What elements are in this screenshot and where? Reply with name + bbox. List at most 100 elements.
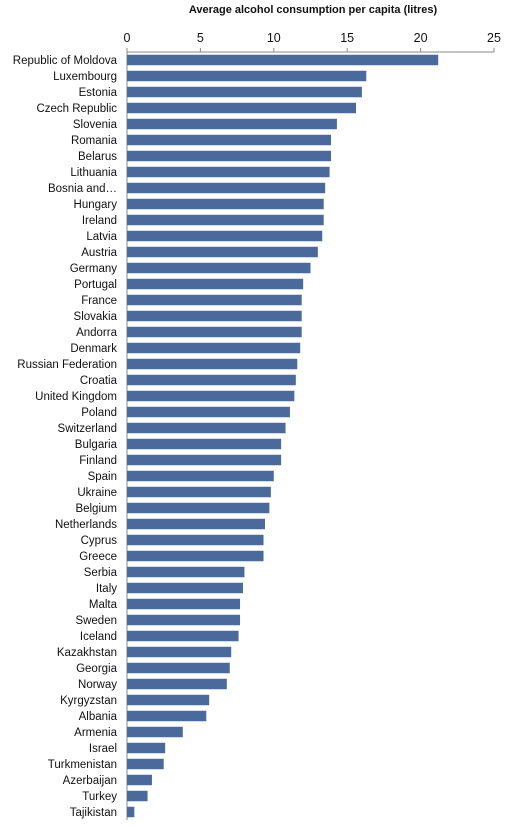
x-tick-label: 25 bbox=[487, 31, 501, 45]
category-label: Greece bbox=[79, 551, 117, 563]
category-label: Croatia bbox=[80, 375, 118, 387]
bar bbox=[127, 262, 311, 274]
bar bbox=[127, 486, 271, 498]
category-label: Ukraine bbox=[77, 487, 117, 499]
bar bbox=[127, 774, 152, 786]
x-tick-label: 20 bbox=[414, 31, 428, 45]
x-tick-label: 0 bbox=[124, 31, 131, 45]
bar bbox=[127, 806, 135, 818]
x-axis-title: Average alcohol consumption per capita (… bbox=[189, 4, 438, 16]
category-label: Turkey bbox=[82, 791, 117, 803]
bar bbox=[127, 422, 286, 434]
category-label: Slovenia bbox=[73, 119, 118, 131]
category-label: Netherlands bbox=[55, 519, 117, 531]
bar bbox=[127, 54, 439, 66]
bar bbox=[127, 566, 245, 578]
bar bbox=[127, 182, 326, 194]
bar bbox=[127, 646, 232, 658]
bar bbox=[127, 742, 166, 754]
bar bbox=[127, 246, 318, 258]
bar bbox=[127, 70, 367, 82]
category-label: Kazakhstan bbox=[57, 647, 117, 659]
category-label: Romania bbox=[71, 135, 118, 147]
bar bbox=[127, 390, 295, 402]
category-label: Denmark bbox=[70, 343, 117, 355]
bars bbox=[127, 54, 439, 818]
bar bbox=[127, 790, 148, 802]
bar bbox=[127, 678, 227, 690]
bar bbox=[127, 198, 324, 210]
bar bbox=[127, 470, 274, 482]
category-label: Finland bbox=[79, 455, 117, 467]
bar bbox=[127, 726, 183, 738]
x-tick-label: 15 bbox=[340, 31, 354, 45]
category-label: Luxembourg bbox=[53, 71, 117, 83]
category-label: Hungary bbox=[74, 199, 118, 211]
category-label: Czech Republic bbox=[36, 103, 117, 115]
bar bbox=[127, 662, 230, 674]
category-label: Bosnia and… bbox=[48, 183, 117, 195]
bar bbox=[127, 230, 323, 242]
category-label: Latvia bbox=[86, 231, 117, 243]
bar bbox=[127, 550, 264, 562]
bar bbox=[127, 758, 164, 770]
bar bbox=[127, 118, 337, 130]
bar bbox=[127, 358, 298, 370]
bar bbox=[127, 502, 270, 514]
category-label: Iceland bbox=[80, 631, 117, 643]
category-label: Slovakia bbox=[74, 311, 118, 323]
category-label: Norway bbox=[78, 679, 117, 691]
category-label: Belarus bbox=[78, 151, 117, 163]
category-label: Switzerland bbox=[58, 423, 117, 435]
category-label: Italy bbox=[96, 583, 117, 595]
bar bbox=[127, 598, 241, 610]
bar bbox=[127, 150, 332, 162]
category-label: Armenia bbox=[74, 727, 117, 739]
category-label: Bulgaria bbox=[75, 439, 118, 451]
category-label: Estonia bbox=[79, 87, 118, 99]
bar bbox=[127, 582, 243, 594]
bar bbox=[127, 518, 265, 530]
category-label: Austria bbox=[81, 247, 117, 259]
bar bbox=[127, 326, 302, 338]
category-label: Albania bbox=[79, 711, 118, 723]
category-label: United Kingdom bbox=[35, 391, 117, 403]
bar bbox=[127, 438, 282, 450]
category-label: France bbox=[81, 295, 117, 307]
category-labels: Republic of Moldova Luxembourg Estonia Czec… bbox=[13, 55, 118, 819]
category-label: Cyprus bbox=[81, 535, 118, 547]
bar bbox=[127, 710, 207, 722]
category-label: Sweden bbox=[75, 615, 117, 627]
category-label: Georgia bbox=[76, 663, 118, 675]
category-label: Republic of Moldova bbox=[13, 55, 118, 67]
bar bbox=[127, 534, 264, 546]
bar bbox=[127, 102, 357, 114]
bar bbox=[127, 630, 239, 642]
category-label: Ireland bbox=[82, 215, 117, 227]
bar bbox=[127, 406, 290, 418]
category-label: Russian Federation bbox=[17, 359, 117, 371]
category-label: Portugal bbox=[74, 279, 117, 291]
category-label: Lithuania bbox=[70, 167, 117, 179]
category-label: Germany bbox=[70, 263, 118, 275]
category-label: Andorra bbox=[76, 327, 118, 339]
category-label: Spain bbox=[88, 471, 117, 483]
category-label: Belgium bbox=[75, 503, 117, 515]
bar bbox=[127, 86, 362, 98]
category-label: Turkmenistan bbox=[48, 759, 117, 771]
x-axis-ticks: 0 5 10 15 20 25 bbox=[124, 31, 501, 52]
category-label: Tajikistan bbox=[70, 807, 117, 819]
bar bbox=[127, 614, 241, 626]
bar bbox=[127, 454, 282, 466]
bar bbox=[127, 166, 330, 178]
bar bbox=[127, 134, 332, 146]
bar bbox=[127, 310, 302, 322]
category-label: Kyrgyzstan bbox=[60, 695, 117, 707]
bar bbox=[127, 694, 210, 706]
bar bbox=[127, 342, 301, 354]
bar bbox=[127, 278, 304, 290]
category-label: Azerbaijan bbox=[63, 775, 117, 787]
bar bbox=[127, 374, 296, 386]
category-label: Poland bbox=[81, 407, 117, 419]
